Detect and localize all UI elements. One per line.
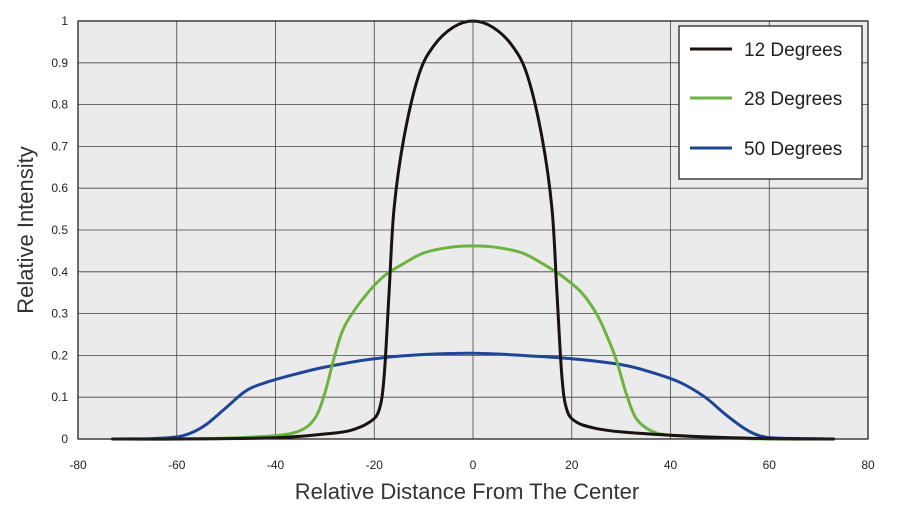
legend-box xyxy=(678,25,863,180)
y-tick-label: 0.2 xyxy=(51,348,68,362)
x-tick-label: -60 xyxy=(168,458,186,472)
series-line-12-degrees xyxy=(111,19,835,441)
grid-lines xyxy=(78,21,868,439)
y-tick-label: 0 xyxy=(61,432,68,446)
x-tick-label: 80 xyxy=(861,458,875,472)
x-tick-label: 60 xyxy=(763,458,777,472)
y-tick-label: 1 xyxy=(61,14,68,28)
legend-label-12-degrees: 12 Degrees xyxy=(744,40,842,61)
y-tick-label: 0.3 xyxy=(51,307,68,321)
y-axis-title: Relative Intensity xyxy=(13,146,38,314)
legend-label-50-degrees: 50 Degrees xyxy=(744,139,842,160)
y-tick-labels: 0 0.1 0.2 0.3 0.4 0.5 0.6 0.7 0.8 0.9 1 xyxy=(51,14,68,446)
y-tick-label: 0.1 xyxy=(51,390,68,404)
y-tick-label: 0.5 xyxy=(51,223,68,237)
legend-label-28-degrees: 28 Degrees xyxy=(744,89,842,110)
y-tick-label: 0.7 xyxy=(51,139,68,153)
x-tick-labels: -80 -60 -40 -20 0 20 40 60 80 xyxy=(69,458,875,472)
legend: 12 Degrees 28 Degrees 50 Degrees xyxy=(678,25,863,180)
x-tick-label: 20 xyxy=(565,458,579,472)
y-tick-label: 0.4 xyxy=(51,265,68,279)
x-tick-label: -80 xyxy=(69,458,87,472)
y-tick-label: 0.6 xyxy=(51,181,68,195)
plot-frame xyxy=(77,20,869,440)
series-lines xyxy=(111,19,835,441)
x-axis-title: Relative Distance From The Center xyxy=(295,479,639,504)
x-tick-label: -40 xyxy=(267,458,285,472)
series-line-50-degrees xyxy=(111,351,835,441)
x-tick-label: 0 xyxy=(470,458,477,472)
y-tick-label: 0.8 xyxy=(51,98,68,112)
series-line-28-degrees xyxy=(111,244,835,441)
x-tick-label: -20 xyxy=(366,458,384,472)
y-tick-label: 0.9 xyxy=(51,56,68,70)
x-tick-label: 40 xyxy=(664,458,678,472)
